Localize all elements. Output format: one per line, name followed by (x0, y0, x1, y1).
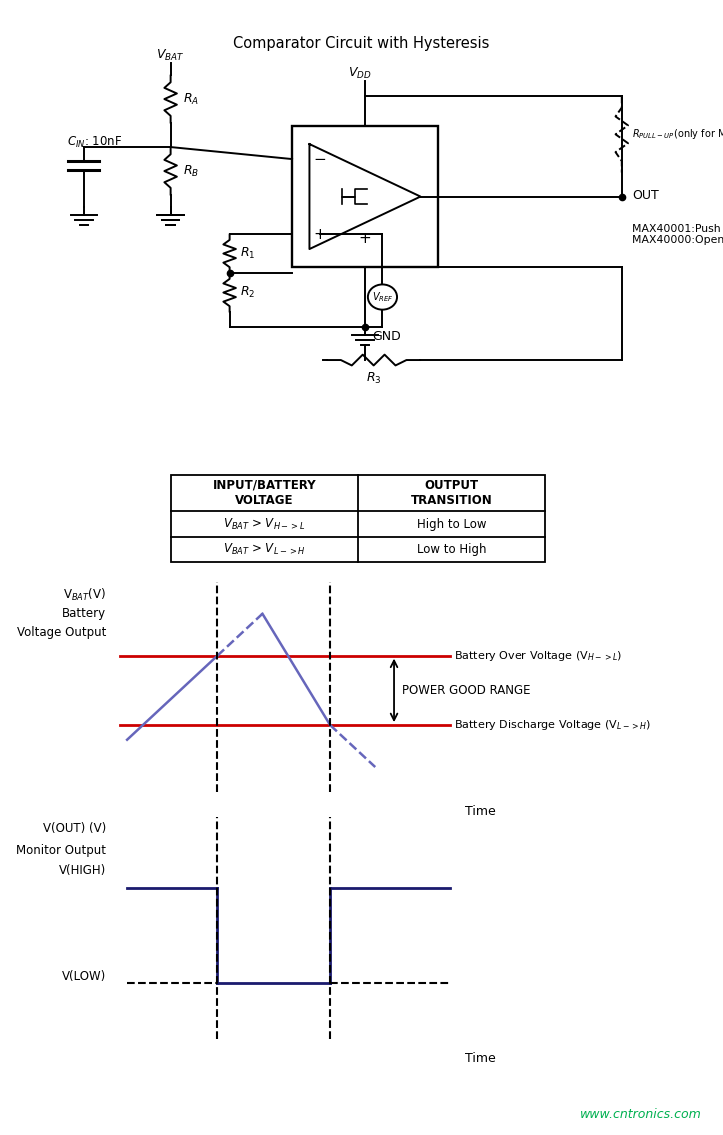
Text: $R_B$: $R_B$ (183, 163, 199, 178)
Text: $C_{IN}$: 10nF: $C_{IN}$: 10nF (67, 135, 121, 150)
Text: MAX40001:Push Pull Output
MAX40000:Open-Drain Output: MAX40001:Push Pull Output MAX40000:Open-… (632, 224, 723, 245)
Text: $V_{BAT}$ > $V_{L->H}$: $V_{BAT}$ > $V_{L->H}$ (223, 543, 306, 557)
Text: $R_2$: $R_2$ (240, 285, 255, 300)
Text: V(OUT) (V): V(OUT) (V) (43, 822, 106, 834)
Text: POWER GOOD RANGE: POWER GOOD RANGE (401, 684, 530, 697)
Text: +: + (359, 232, 372, 246)
Text: V(LOW): V(LOW) (62, 970, 106, 983)
Text: Battery: Battery (62, 607, 106, 621)
Text: $R_3$: $R_3$ (366, 370, 382, 386)
Text: $R_A$: $R_A$ (183, 92, 199, 107)
Text: INPUT/BATTERY
VOLTAGE: INPUT/BATTERY VOLTAGE (213, 479, 316, 506)
Text: GND: GND (372, 330, 401, 343)
Text: Monitor Output: Monitor Output (17, 843, 106, 857)
Text: +: + (314, 227, 326, 242)
Text: Low to High: Low to High (416, 544, 486, 556)
Bar (292, 126, 438, 267)
Text: www.cntronics.com: www.cntronics.com (580, 1109, 701, 1121)
Text: OUT: OUT (632, 188, 659, 202)
Text: $V_{DD}$: $V_{DD}$ (348, 66, 372, 81)
Text: V$_{BAT}$(V): V$_{BAT}$(V) (64, 587, 106, 603)
Text: Comparator Circuit with Hysteresis: Comparator Circuit with Hysteresis (234, 36, 489, 51)
Text: $R_1$: $R_1$ (240, 246, 255, 261)
Text: Time: Time (465, 805, 496, 818)
Text: $V_{BAT}$: $V_{BAT}$ (156, 48, 185, 64)
Text: Battery Over Voltage (V$_{H->L}$): Battery Over Voltage (V$_{H->L}$) (454, 649, 623, 663)
Text: $R_{PULL-UP}$(only for MAX40000): $R_{PULL-UP}$(only for MAX40000) (632, 127, 723, 142)
Text: Battery Discharge Voltage (V$_{L->H}$): Battery Discharge Voltage (V$_{L->H}$) (454, 718, 651, 732)
Text: $V_{BAT}$ > $V_{H->L}$: $V_{BAT}$ > $V_{H->L}$ (223, 516, 306, 532)
Text: $V_{REF}$: $V_{REF}$ (372, 291, 393, 304)
Text: High to Low: High to Low (416, 518, 486, 531)
Text: −: − (314, 152, 326, 167)
Text: V(HIGH): V(HIGH) (59, 864, 106, 876)
Text: Time: Time (465, 1052, 496, 1065)
Text: Voltage Output: Voltage Output (17, 627, 106, 639)
Text: OUTPUT
TRANSITION: OUTPUT TRANSITION (411, 479, 492, 506)
